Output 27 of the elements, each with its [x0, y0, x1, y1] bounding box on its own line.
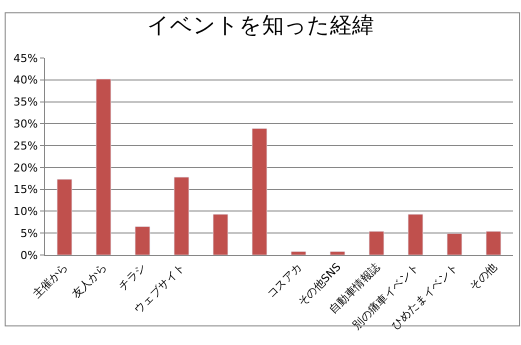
- y-tick-label: 5%: [20, 226, 38, 240]
- x-tick-label: 主催から: [30, 260, 71, 301]
- bar: [446, 233, 462, 255]
- y-tick-label: 10%: [13, 205, 38, 218]
- x-tick-label: 友人から: [69, 260, 110, 301]
- y-tick-label: 15%: [13, 183, 38, 196]
- bar: [330, 251, 346, 255]
- y-tick-label: 30%: [13, 118, 38, 131]
- bar: [212, 214, 228, 255]
- y-tick-label: 25%: [13, 139, 38, 152]
- bar: [96, 78, 112, 255]
- bar: [368, 231, 384, 255]
- y-tick-label: 40%: [13, 74, 38, 87]
- bar: [56, 179, 72, 255]
- y-tick-label: 20%: [13, 161, 38, 174]
- y-tick-label: 0%: [20, 248, 38, 262]
- bar: [290, 251, 306, 255]
- x-tick-label: チラシ: [116, 260, 149, 294]
- bar: [486, 231, 502, 255]
- bar: [174, 176, 190, 255]
- y-tick-label: 35%: [13, 96, 38, 109]
- bar: [134, 226, 150, 255]
- bar: [408, 214, 424, 255]
- chart-title: イベントを知った経緯: [147, 14, 374, 39]
- bar: [252, 128, 268, 255]
- y-tick-label: 45%: [13, 52, 38, 65]
- x-tick-label: その他: [466, 260, 500, 294]
